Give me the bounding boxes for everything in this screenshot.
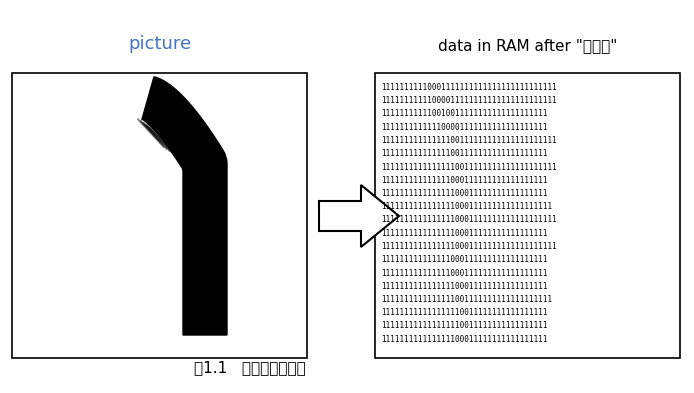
Text: 1111111111111111000111111111111111111: 1111111111111111000111111111111111111 xyxy=(381,202,552,211)
Text: 11111111111111100111111111111111111111: 11111111111111100111111111111111111111 xyxy=(381,136,557,145)
Text: 111111111111111100011111111111111111: 111111111111111100011111111111111111 xyxy=(381,282,548,291)
Polygon shape xyxy=(142,77,227,335)
Text: 111111111111111100011111111111111111: 111111111111111100011111111111111111 xyxy=(381,189,548,198)
Text: picture: picture xyxy=(128,35,191,53)
Text: 11111111111000011111111111111111111111: 11111111111000011111111111111111111111 xyxy=(381,96,557,105)
Bar xyxy=(375,73,680,358)
Text: 111111111111111100011111111111111111: 111111111111111100011111111111111111 xyxy=(381,335,548,344)
Text: data in RAM after "二値化": data in RAM after "二値化" xyxy=(438,38,617,53)
Text: 图1.1   图像二値化示例: 图1.1 图像二値化示例 xyxy=(194,360,306,375)
Polygon shape xyxy=(146,125,173,154)
Text: 11111111110001111111111111111111111111: 11111111110001111111111111111111111111 xyxy=(381,83,557,92)
Text: 111111111111111100011111111111111111: 111111111111111100011111111111111111 xyxy=(381,229,548,238)
Polygon shape xyxy=(140,121,167,150)
Polygon shape xyxy=(137,119,164,148)
Text: 11111111111111110011111111111111111111: 11111111111111110011111111111111111111 xyxy=(381,162,557,171)
Bar xyxy=(12,73,307,358)
Text: 111111111111111000111111111111111111: 111111111111111000111111111111111111 xyxy=(381,255,548,264)
Text: 111111111111111000111111111111111111: 111111111111111000111111111111111111 xyxy=(381,176,548,185)
Polygon shape xyxy=(319,185,399,247)
Text: 111111111111100001111111111111111111: 111111111111100001111111111111111111 xyxy=(381,123,548,132)
Text: 11111111111111110001111111111111111111: 11111111111111110001111111111111111111 xyxy=(381,242,557,251)
Polygon shape xyxy=(144,123,170,152)
Text: 111111111111111001111111111111111111: 111111111111111001111111111111111111 xyxy=(381,149,548,158)
Text: 1111111111111111001111111111111111111: 1111111111111111001111111111111111111 xyxy=(381,295,552,304)
Text: 111111111111111000111111111111111111: 111111111111111000111111111111111111 xyxy=(381,268,548,277)
Text: 111111111110010011111111111111111111: 111111111110010011111111111111111111 xyxy=(381,110,548,119)
Text: 111111111111111110011111111111111111: 111111111111111110011111111111111111 xyxy=(381,308,548,317)
Text: 111111111111111110011111111111111111: 111111111111111110011111111111111111 xyxy=(381,321,548,331)
Text: 11111111111111110001111111111111111111: 11111111111111110001111111111111111111 xyxy=(381,215,557,224)
